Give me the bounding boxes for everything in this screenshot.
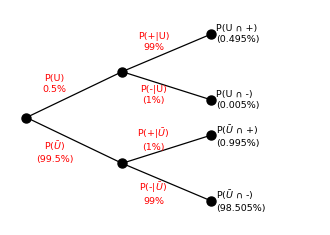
Text: P(U)
0.5%: P(U) 0.5% (43, 74, 66, 94)
Text: P(+|$\bar{U}$)
(1%): P(+|$\bar{U}$) (1%) (137, 126, 170, 152)
Text: P(-|$\bar{U}$)
99%: P(-|$\bar{U}$) 99% (140, 180, 167, 206)
Text: P(U ∩ -)
(0.005%): P(U ∩ -) (0.005%) (216, 90, 260, 110)
Text: P(U ∩ +)
(0.495%): P(U ∩ +) (0.495%) (216, 24, 260, 44)
Text: P($\bar{U}$ ∩ -)
(98.505%): P($\bar{U}$ ∩ -) (98.505%) (216, 188, 266, 213)
Text: P($\bar{U}$ ∩ +)
(0.995%): P($\bar{U}$ ∩ +) (0.995%) (216, 123, 260, 148)
Text: P(+|U)
99%: P(+|U) 99% (138, 32, 169, 52)
Text: P(-|U)
(1%): P(-|U) (1%) (140, 85, 167, 105)
Text: P($\bar{U}$)
(99.5%): P($\bar{U}$) (99.5%) (36, 139, 73, 164)
